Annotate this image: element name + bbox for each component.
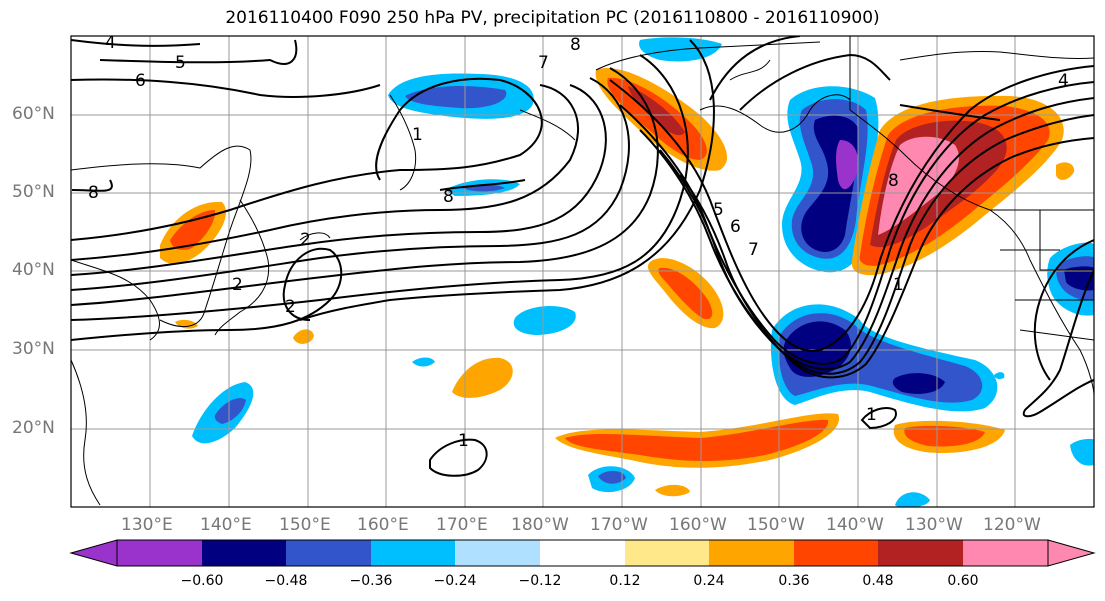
colorbar-tick-label: 0.24 <box>693 573 725 589</box>
contour-label: 6 <box>730 217 741 237</box>
contour-label: 1 <box>458 431 469 451</box>
contour-label: 5 <box>713 200 724 220</box>
lat-label: 40°N <box>12 260 55 280</box>
colorbar-extend-low <box>69 539 118 567</box>
lon-label: 140°E <box>200 515 252 535</box>
colorbar-tick-label: 0.12 <box>609 573 641 589</box>
pv-contours <box>71 36 1094 477</box>
graticule <box>71 36 1094 507</box>
colorbar <box>69 539 1096 567</box>
colorbar-tick-label: −0.12 <box>518 573 562 589</box>
lat-label: 50°N <box>12 182 55 202</box>
lon-label: 140°W <box>826 515 884 535</box>
contour-label: 1 <box>866 405 877 425</box>
contour-label: 8 <box>888 171 899 191</box>
colorbar-tick-label: 0.36 <box>778 573 810 589</box>
lon-label: 120°W <box>983 515 1041 535</box>
lon-label: 130°E <box>121 515 173 535</box>
contour-label: 2 <box>232 275 243 295</box>
contour-label: 8 <box>88 183 99 203</box>
pv-contour-labels: 4 5 6 8 7 8 4 1 8 2 2 5 6 7 8 1 1 1 2 <box>88 33 1069 451</box>
lon-label: 170°W <box>590 515 648 535</box>
lon-label: 180°W <box>511 515 569 535</box>
lat-label: 60°N <box>12 104 55 124</box>
lat-label: 30°N <box>12 339 55 359</box>
contour-label: 8 <box>443 187 454 207</box>
contour-label: 1 <box>893 275 904 295</box>
contour-label: 4 <box>105 33 116 53</box>
colorbar-tick-label: −0.24 <box>433 573 477 589</box>
coastlines <box>71 36 1094 506</box>
lon-label: 130°W <box>905 515 963 535</box>
lon-label: 150°W <box>747 515 805 535</box>
colorbar-tick-label: 0.60 <box>947 573 979 589</box>
lon-label: 170°E <box>436 515 488 535</box>
lon-label: 160°W <box>669 515 727 535</box>
colorbar-tick-label: −0.48 <box>264 573 308 589</box>
contour-label: 1 <box>412 125 423 145</box>
contour-label: 7 <box>748 240 759 260</box>
colorbar-tick-label: −0.36 <box>349 573 393 589</box>
map-title: 2016110400 F090 250 hPa PV, precipitatio… <box>225 8 880 28</box>
contour-label: 6 <box>135 71 146 91</box>
colorbar-tick-label: −0.60 <box>180 573 224 589</box>
lon-label: 160°E <box>357 515 409 535</box>
contour-label: 7 <box>538 53 549 73</box>
lon-label: 150°E <box>279 515 331 535</box>
contour-label: 4 <box>1058 71 1069 91</box>
colorbar-tick-label: 0.48 <box>862 573 894 589</box>
contour-label: 2 <box>300 230 311 250</box>
contour-label: 8 <box>570 35 581 55</box>
lat-label: 20°N <box>12 418 55 438</box>
contour-label: 5 <box>175 53 186 73</box>
map-frame <box>70 35 1095 508</box>
contour-label: 2 <box>285 297 296 317</box>
colorbar-extend-high <box>1047 539 1096 567</box>
